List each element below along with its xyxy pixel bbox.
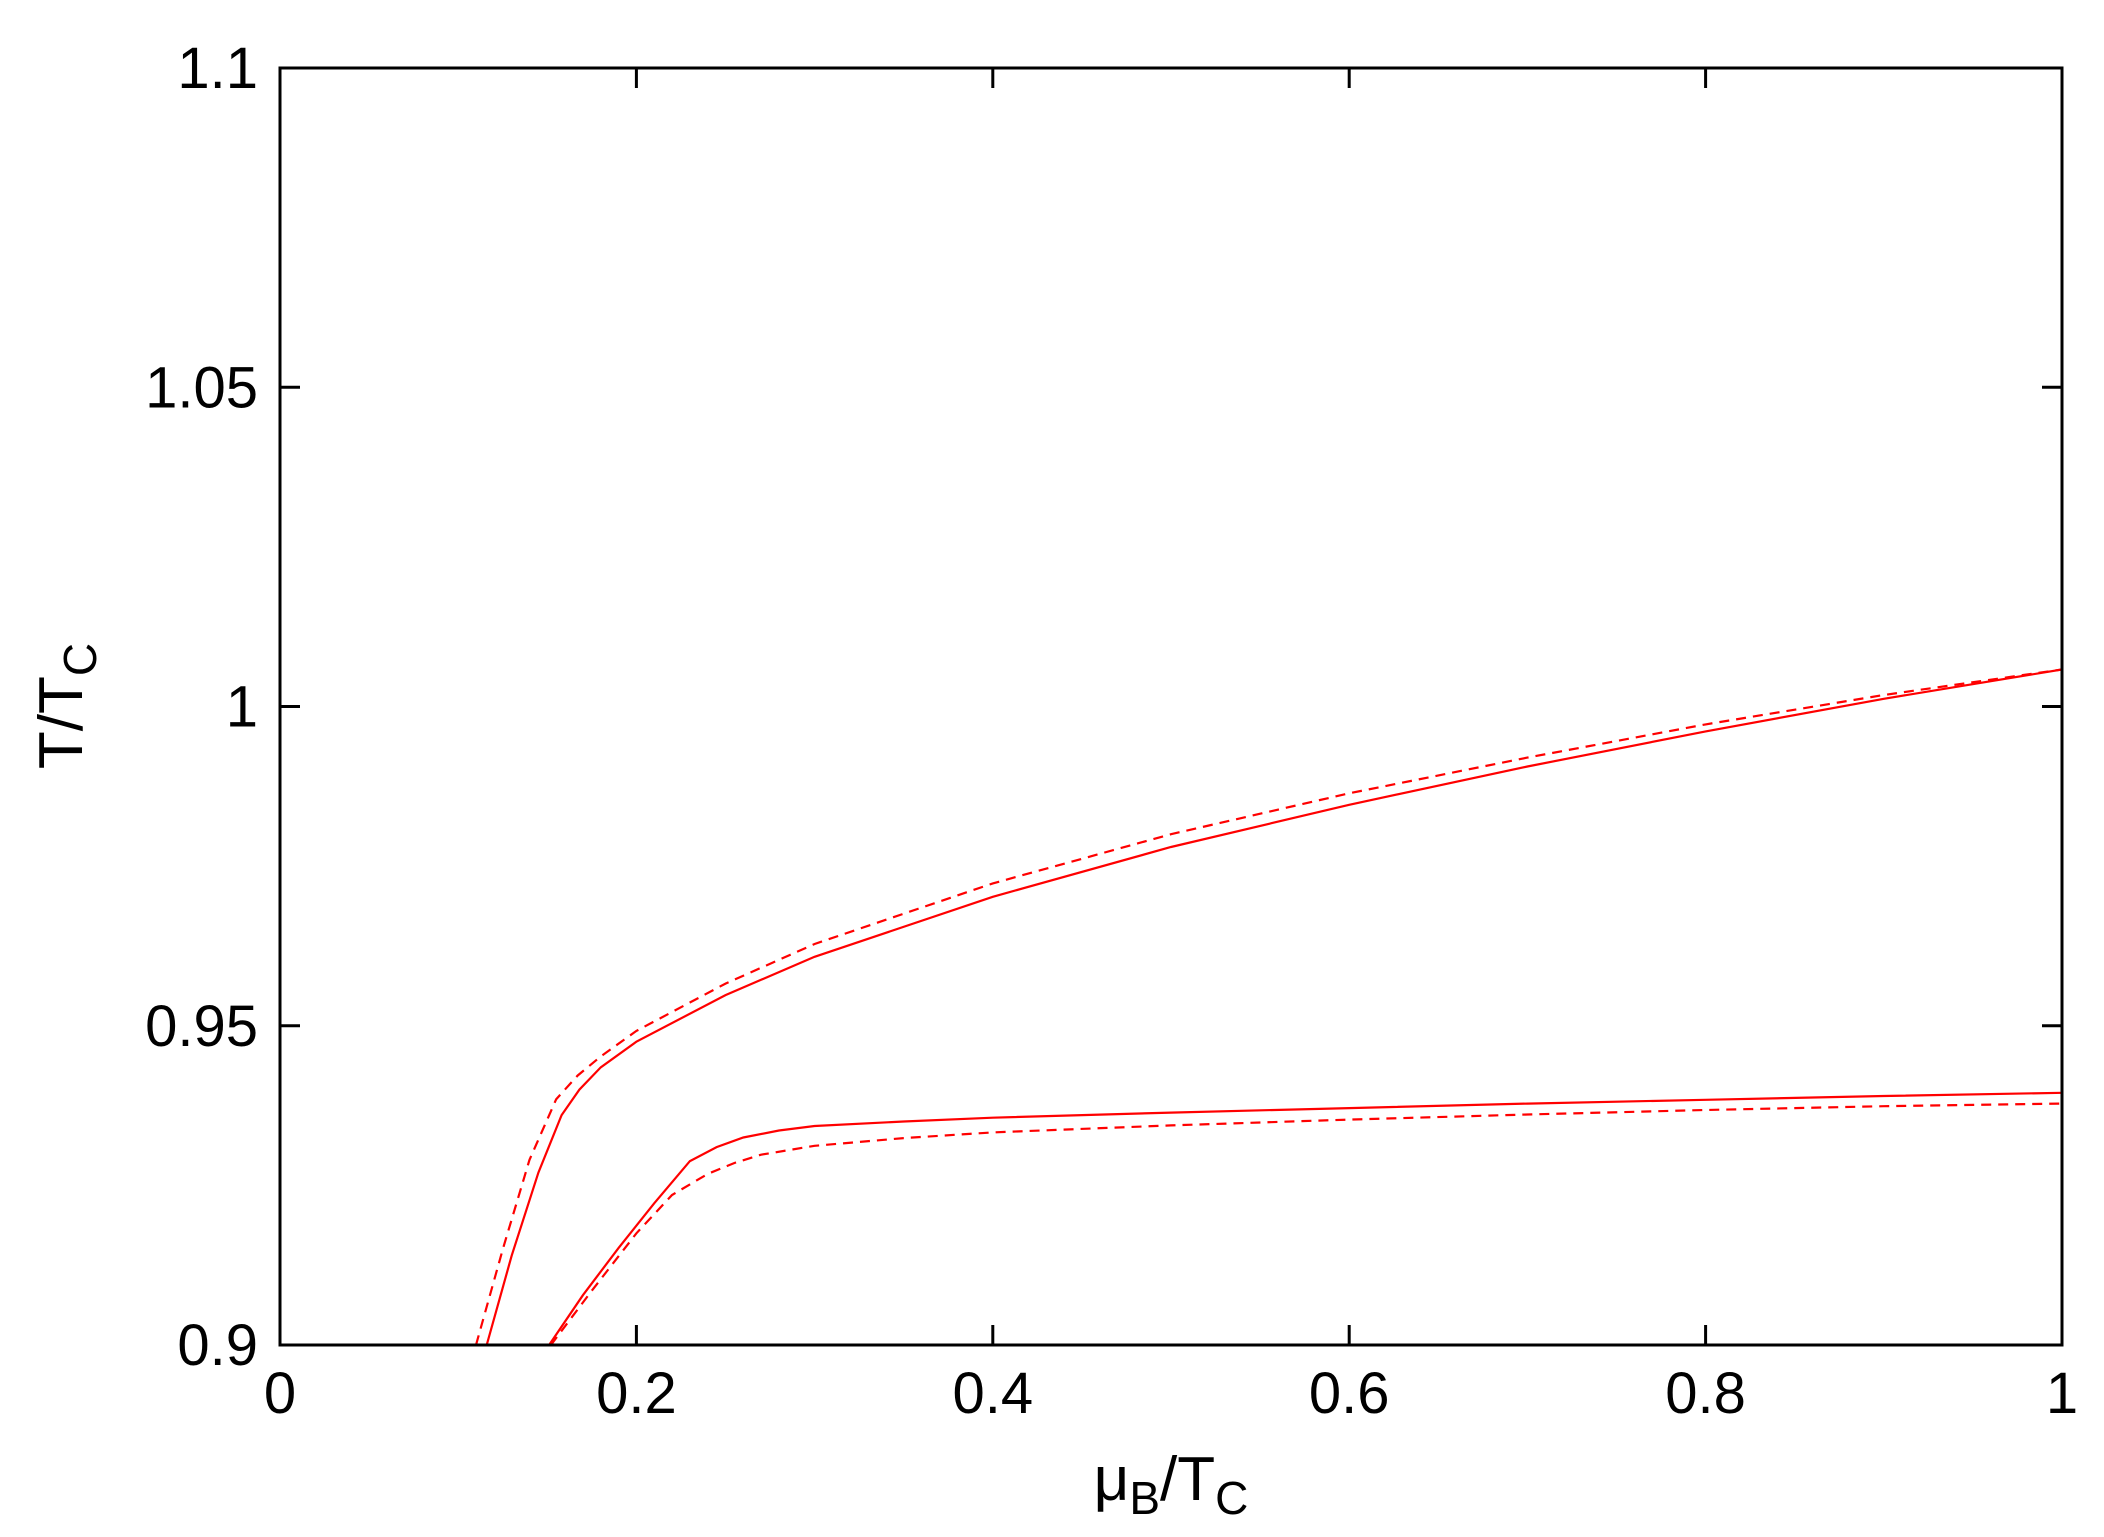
x-tick-label: 0.6 (1309, 1361, 1390, 1426)
solid-series-line-2 (548, 1091, 2062, 1345)
series-layer (474, 668, 2062, 1345)
x-tick-label: 0.8 (1665, 1361, 1746, 1426)
x-tick-label: 0.4 (952, 1361, 1033, 1426)
y-axis-title: T/TC (27, 643, 106, 769)
x-tick-label: 1 (2046, 1361, 2078, 1426)
labels-layer: 0 0.2 0.4 0.6 0.8 1 0.9 0.95 1 1.05 1.1 (145, 36, 2078, 1426)
y-tick-label: 1.1 (177, 36, 258, 101)
x-axis-title: μB/TC (1094, 1445, 1249, 1524)
x-tick-label: 0 (264, 1361, 296, 1426)
solid-series-line-0 (485, 668, 2062, 1345)
x-tick-label: 0.2 (596, 1361, 677, 1426)
dashed-series-line-1 (474, 668, 2062, 1345)
y-tick-label: 1.05 (145, 355, 258, 420)
y-tick-label: 0.9 (177, 1313, 258, 1378)
dashed-series-line-3 (550, 1102, 2062, 1345)
y-tick-label: 1 (226, 675, 258, 740)
y-tick-label: 0.95 (145, 994, 258, 1059)
plot-frame (278, 66, 2064, 1347)
